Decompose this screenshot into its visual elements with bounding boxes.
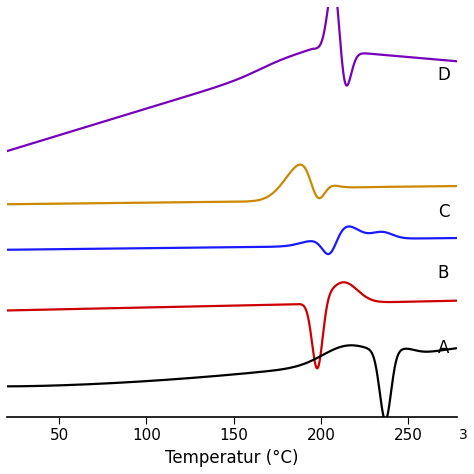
- Text: A: A: [438, 339, 449, 357]
- Text: 3: 3: [459, 428, 467, 442]
- Text: B: B: [438, 264, 449, 282]
- Text: D: D: [438, 66, 451, 84]
- Text: C: C: [438, 203, 449, 221]
- X-axis label: Temperatur (°C): Temperatur (°C): [165, 449, 299, 467]
